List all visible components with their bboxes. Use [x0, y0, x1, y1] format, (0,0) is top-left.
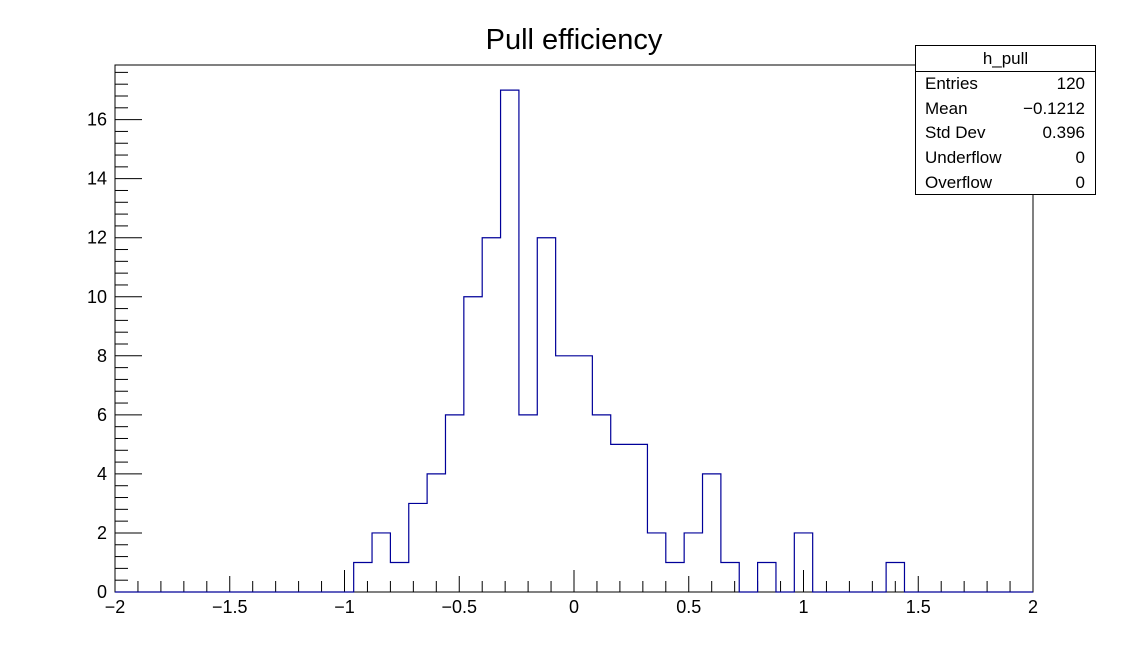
stats-value: 0	[1075, 148, 1085, 168]
y-tick-label: 16	[87, 110, 107, 130]
stats-value: −0.1212	[1023, 98, 1085, 118]
stats-row-entries: Entries 120	[916, 72, 1095, 97]
x-tick-label: 1.5	[906, 597, 931, 617]
histogram-bin	[703, 474, 721, 592]
stats-row-mean: Mean −0.1212	[916, 97, 1095, 122]
stats-row-overflow: Overflow 0	[916, 171, 1095, 196]
x-tick-label: 0.5	[676, 597, 701, 617]
stats-label: Mean	[925, 98, 968, 118]
histogram-bin	[519, 415, 537, 592]
y-axis: 0 2 4 6 8 10 12 14 16	[87, 71, 142, 602]
histogram-bin	[684, 533, 702, 592]
y-tick-label: 14	[87, 169, 107, 189]
histogram-bin	[574, 356, 592, 592]
x-tick-label: 1	[798, 597, 808, 617]
stats-value: 0.396	[1042, 123, 1085, 143]
x-tick-label: 2	[1028, 597, 1038, 617]
stats-label: Std Dev	[925, 123, 986, 143]
stats-value: 0	[1075, 172, 1085, 192]
histogram-bin	[445, 415, 463, 592]
x-tick-label: −1	[334, 597, 355, 617]
histogram-bin	[354, 562, 372, 592]
histogram-bin	[482, 238, 500, 592]
stats-label: Overflow	[925, 172, 993, 192]
stats-label: Underflow	[925, 148, 1002, 168]
histogram-bin	[758, 562, 776, 592]
y-tick-label: 0	[97, 582, 107, 602]
histogram-bin	[647, 533, 665, 592]
x-tick-label: −1.5	[212, 597, 248, 617]
histogram-bin	[427, 474, 445, 592]
x-tick-label: −2	[105, 597, 126, 617]
histogram-bin	[611, 444, 629, 592]
histogram-series-line	[115, 89, 1033, 593]
histogram-bin	[556, 356, 574, 592]
stats-box: h_pull Entries 120 Mean −0.1212 Std Dev …	[915, 45, 1096, 195]
stats-value: 120	[1056, 74, 1085, 93]
y-tick-label: 12	[87, 228, 107, 248]
histogram-bin	[464, 297, 482, 592]
stats-label: Entries	[925, 74, 978, 93]
y-tick-label: 10	[87, 287, 107, 307]
stats-row-underflow: Underflow 0	[916, 146, 1095, 171]
histogram-bin	[629, 444, 647, 592]
x-axis: −2 −1.5 −1 −0.5 0 0.5 1 1.5 2	[105, 570, 1038, 617]
stats-row-std-dev: Std Dev 0.396	[916, 121, 1095, 146]
y-tick-label: 8	[97, 346, 107, 366]
plot-frame	[114, 64, 1034, 593]
x-tick-label: −0.5	[441, 597, 477, 617]
y-tick-label: 2	[97, 523, 107, 543]
y-tick-label: 4	[97, 464, 107, 484]
stats-box-title: h_pull	[916, 46, 1095, 72]
histogram-bin	[666, 562, 684, 592]
histogram-bin	[721, 562, 739, 592]
x-tick-label: 0	[569, 597, 579, 617]
histogram-bin	[537, 238, 555, 592]
histogram-bin	[390, 562, 408, 592]
histogram-bin	[409, 503, 427, 592]
histogram-bin	[372, 533, 390, 592]
y-tick-label: 6	[97, 405, 107, 425]
histogram-bin	[592, 415, 610, 592]
histogram-bin	[501, 90, 519, 592]
chart-title: Pull efficiency	[486, 24, 663, 56]
